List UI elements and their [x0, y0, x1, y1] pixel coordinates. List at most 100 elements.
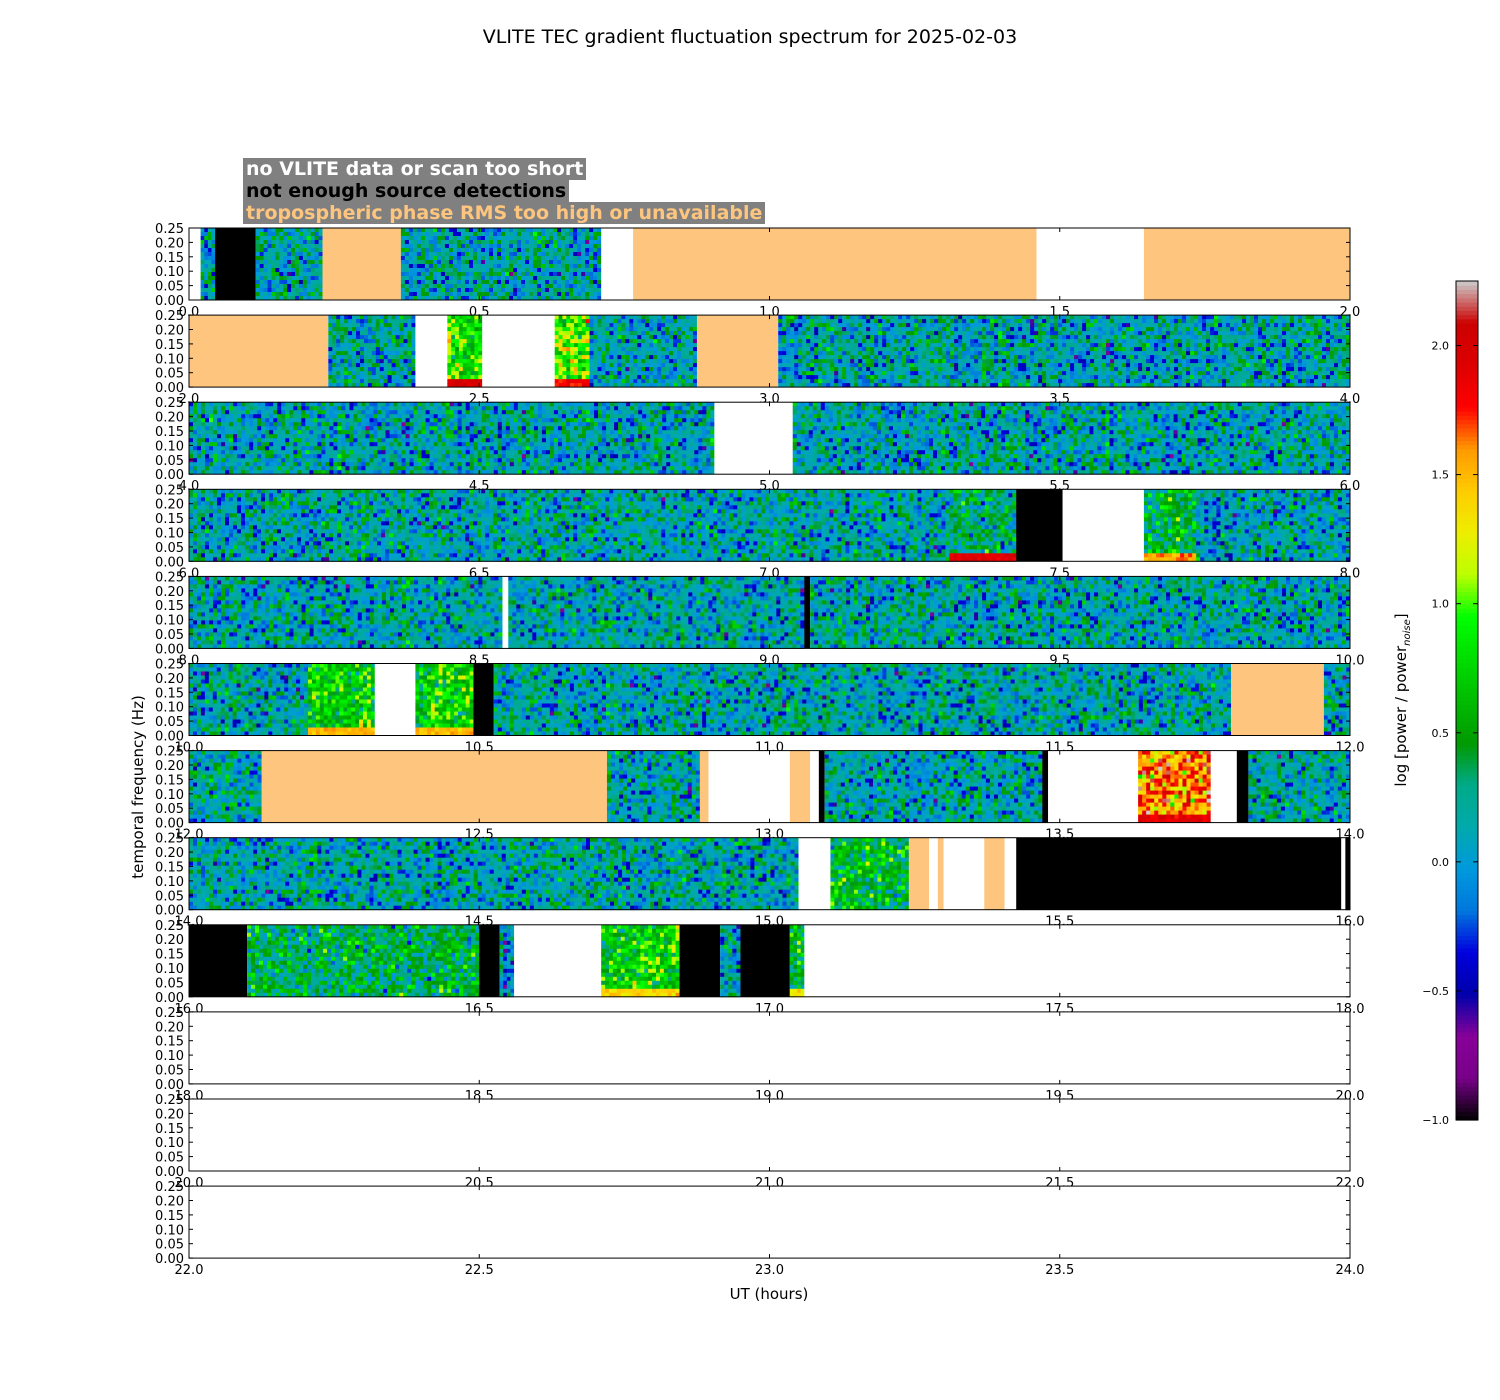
spectrum-cell [854, 331, 858, 335]
spectrum-cell [1198, 367, 1202, 371]
spectrum-cell [574, 335, 578, 339]
spectrum-cell [1138, 367, 1142, 371]
spectrum-cell [910, 335, 914, 339]
spectrum-cell [593, 284, 597, 288]
spectrum-cell [307, 244, 311, 248]
spectrum-cell [1258, 343, 1262, 347]
spectrum-cell [501, 240, 505, 244]
spectrum-cell [465, 248, 469, 252]
spectrum-cell [673, 319, 677, 323]
spectrum-cell [994, 339, 998, 343]
spectrum-cell [1242, 351, 1246, 355]
spectrum-cell [299, 232, 303, 236]
spectrum-cell [449, 256, 453, 260]
spectrum-cell [934, 315, 938, 319]
spectrum-cell [689, 379, 693, 383]
spectrum-cell [478, 331, 482, 335]
spectrum-cell [1274, 355, 1278, 359]
spectrum-cell [594, 327, 598, 331]
spectrum-cell [1278, 323, 1282, 327]
spectrum-cell [1022, 339, 1026, 343]
spectrum-cell [822, 315, 826, 319]
spectrum-cell [605, 323, 609, 327]
spectrum-cell [465, 232, 469, 236]
spectrum-cell [589, 284, 593, 288]
spectrum-cell [1230, 351, 1234, 355]
spectrum-cell [586, 371, 590, 375]
spectrum-cell [291, 252, 295, 256]
spectrum-cell [380, 331, 384, 335]
spectrum-cell [461, 248, 465, 252]
spectrum-cell [1298, 323, 1302, 327]
spectrum-cell [1234, 323, 1238, 327]
spectrum-cell [574, 343, 578, 347]
spectrum-cell [578, 355, 582, 359]
spectrum-cell [287, 244, 291, 248]
spectrum-cell [1090, 339, 1094, 343]
spectrum-cell [319, 284, 323, 288]
spectrum-cell [1170, 315, 1174, 319]
spectrum-cell [271, 256, 275, 260]
spectrum-cell [356, 371, 360, 375]
spectrum-cell [561, 256, 565, 260]
spectrum-cell [578, 335, 582, 339]
spectrum-cell [938, 355, 942, 359]
spectrum-cell [1222, 327, 1226, 331]
spectrum-cell [447, 375, 451, 379]
spectrum-cell [1254, 339, 1258, 343]
spectrum-cell [1226, 351, 1230, 355]
spectrum-cell [1098, 371, 1102, 375]
spectrum-cell [637, 339, 641, 343]
spectrum-cell [529, 292, 533, 296]
spectrum-cell [874, 343, 878, 347]
spectrum-cell [1218, 351, 1222, 355]
spectrum-cell [380, 335, 384, 339]
spectrum-cell [950, 363, 954, 367]
spectrum-cell [413, 292, 417, 296]
spectrum-cell [810, 367, 814, 371]
chart-title: VLITE TEC gradient fluctuation spectrum … [483, 26, 1017, 48]
spectrum-cell [1166, 355, 1170, 359]
spectrum-cell [645, 371, 649, 375]
spectrum-cell [1006, 367, 1010, 371]
spectrum-cell [1270, 315, 1274, 319]
spectrum-cell [982, 367, 986, 371]
spectrum-cell [673, 331, 677, 335]
spectrum-cell [319, 280, 323, 284]
spectrum-cell [295, 292, 299, 296]
spectrum-cell [525, 248, 529, 252]
spectrum-cell [1290, 331, 1294, 335]
spectrum-cell [1158, 339, 1162, 343]
spectrum-cell [559, 351, 563, 355]
spectrum-cell [264, 284, 268, 288]
spectrum-cell [1254, 343, 1258, 347]
spectrum-cell [906, 351, 910, 355]
spectrum-cell [577, 276, 581, 280]
spectrum-cell [673, 359, 677, 363]
spectrum-cell [1166, 327, 1170, 331]
spectrum-cell [299, 228, 303, 232]
spectrum-cell [208, 292, 212, 296]
spectrum-cell [1302, 367, 1306, 371]
spectrum-cell [577, 236, 581, 240]
spectrum-cell [870, 327, 874, 331]
spectrum-cell [260, 256, 264, 260]
spectrum-cell [1222, 331, 1226, 335]
spectrum-cell [826, 319, 830, 323]
spectrum-cell [1250, 335, 1254, 339]
spectrum-cell [1222, 379, 1226, 383]
spectrum-cell [1150, 367, 1154, 371]
spectrum-cell [1110, 335, 1114, 339]
spectrum-cell [617, 327, 621, 331]
spectrum-cell [962, 327, 966, 331]
spectrum-cell [201, 276, 205, 280]
spectrum-cell [1290, 335, 1294, 339]
spectrum-cell [814, 367, 818, 371]
spectrum-cell [625, 375, 629, 379]
spectrum-cell [271, 288, 275, 292]
spectrum-cell [1206, 371, 1210, 375]
spectrum-cell [401, 272, 405, 276]
spectrum-cell [665, 347, 669, 351]
spectrum-cell [577, 240, 581, 244]
spectrum-cell [842, 379, 846, 383]
